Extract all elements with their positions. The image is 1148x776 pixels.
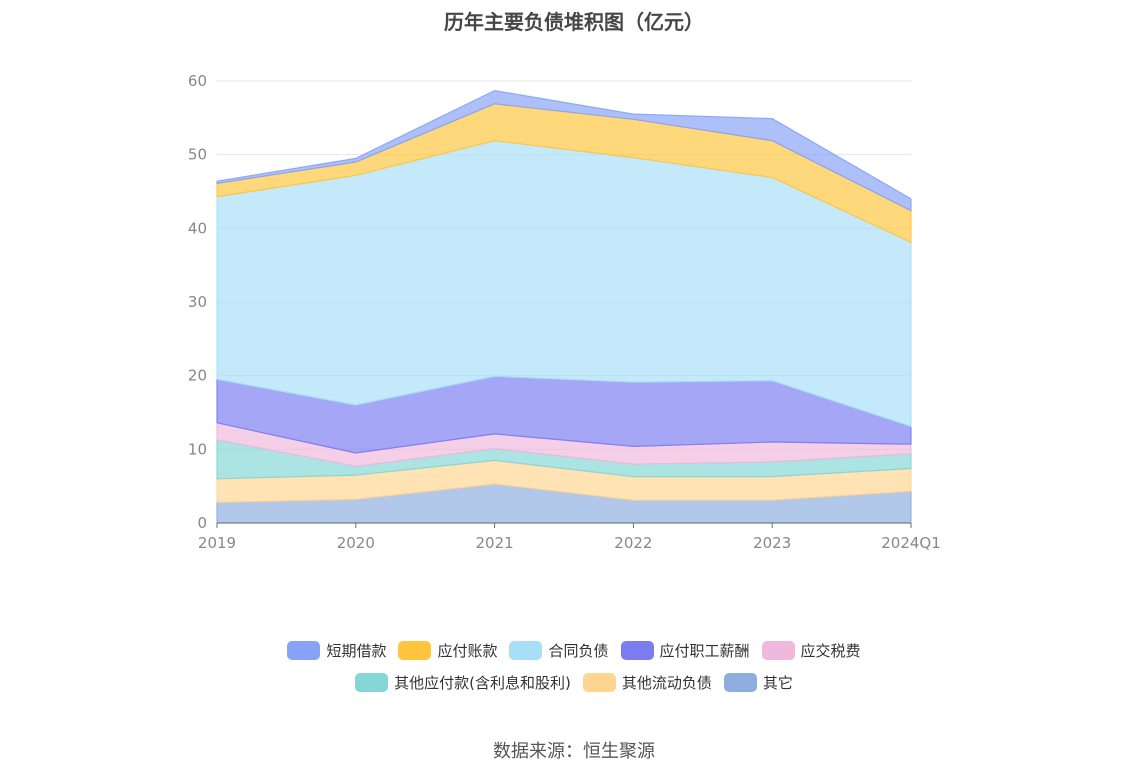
y-tick-label-0: 0 xyxy=(197,514,207,532)
y-tick-label-20: 20 xyxy=(188,367,207,385)
legend-swatch-2 xyxy=(509,641,543,660)
legend-label-7: 其它 xyxy=(762,674,793,692)
legend-row-1: 短期借款 应付账款 合同负债 应付职工薪酬 应交税费 xyxy=(0,640,1148,661)
y-tick-label-40: 40 xyxy=(188,219,207,237)
legend-label-3: 应付职工薪酬 xyxy=(659,642,750,660)
legend-item-0[interactable]: 短期借款 xyxy=(287,640,386,661)
legend-item-4[interactable]: 应交税费 xyxy=(761,640,861,661)
legend-item-6[interactable]: 其他流动负债 xyxy=(582,672,712,693)
legend-row-2: 其他应付款(含利息和股利) 其他流动负债 其它 xyxy=(0,672,1148,693)
legend-swatch-5 xyxy=(355,673,389,692)
legend-label-2: 合同负债 xyxy=(548,642,609,660)
legend-swatch-1 xyxy=(398,641,432,660)
source-note: 数据来源：恒生聚源 xyxy=(493,741,655,762)
y-tick-label-50: 50 xyxy=(188,146,207,164)
legend-label-5: 其他应付款(含利息和股利) xyxy=(394,674,571,692)
y-tick-label-30: 30 xyxy=(188,293,207,311)
x-tick-label-0: 2019 xyxy=(198,534,236,552)
x-tick-label-5: 2024Q1 xyxy=(881,534,941,552)
chart-title: 历年主要负债堆积图（亿元） xyxy=(444,10,704,34)
x-tick-label-4: 2023 xyxy=(753,534,791,552)
x-tick-label-2: 2021 xyxy=(476,534,514,552)
legend-swatch-7 xyxy=(723,673,757,692)
legend-label-0: 短期借款 xyxy=(326,642,387,660)
legend-swatch-0 xyxy=(287,641,321,660)
legend-label-6: 其他流动负债 xyxy=(621,674,712,692)
y-tick-label-10: 10 xyxy=(188,440,207,458)
legend-label-4: 应交税费 xyxy=(800,642,861,660)
legend-item-5[interactable]: 其他应付款(含利息和股利) xyxy=(355,672,571,693)
legend-swatch-4 xyxy=(761,641,795,660)
legend-label-1: 应付账款 xyxy=(437,642,498,660)
legend-item-1[interactable]: 应付账款 xyxy=(398,640,497,661)
legend-item-3[interactable]: 应付职工薪酬 xyxy=(620,640,750,661)
x-tick-label-3: 2022 xyxy=(614,534,652,552)
x-tick-label-1: 2020 xyxy=(337,534,375,552)
legend-item-2[interactable]: 合同负债 xyxy=(509,640,609,661)
area-series-7 xyxy=(216,89,912,212)
y-tick-label-60: 60 xyxy=(188,72,207,90)
legend-swatch-3 xyxy=(620,641,654,660)
stacked-area-chart: 0 10 20 30 40 50 60 2019 2020 2021 2022 2023 2024Q1 xyxy=(188,72,941,552)
legend-item-7[interactable]: 其它 xyxy=(723,672,793,693)
legend-swatch-6 xyxy=(582,673,616,692)
